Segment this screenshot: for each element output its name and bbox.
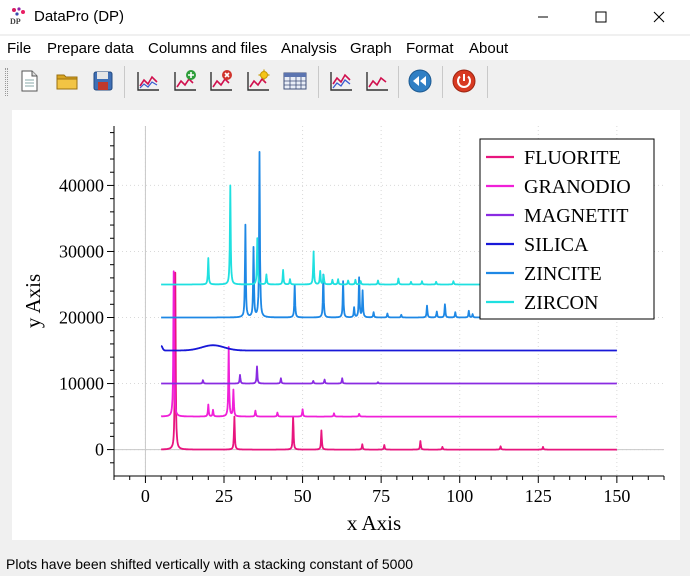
close-icon: [653, 11, 665, 23]
menu-graph[interactable]: Graph: [350, 40, 392, 57]
save-button[interactable]: [88, 66, 118, 96]
status-bar: Plots have been shifted vertically with …: [0, 552, 690, 576]
x-tick-label: 0: [141, 486, 150, 506]
x-tick-label: 100: [446, 486, 473, 506]
x-tick-label: 125: [525, 486, 552, 506]
x-tick-label: 150: [603, 486, 630, 506]
plot-settings-button[interactable]: [243, 66, 273, 96]
plot-area[interactable]: 0 25 50 75 100 125 150 0 10000 20000 30000 40000 x A…: [12, 110, 680, 540]
table-button[interactable]: [280, 66, 310, 96]
legend-label[interactable]: SILICA: [524, 234, 589, 256]
toolbar-separator: [124, 66, 125, 98]
svg-text:DP: DP: [10, 17, 21, 26]
save-disk-icon: [93, 71, 113, 91]
add-plot-icon: [174, 70, 196, 91]
legend-label[interactable]: ZIRCON: [524, 292, 598, 314]
minimize-icon: [538, 16, 548, 18]
maximize-icon: [595, 11, 607, 23]
series-line-magnetit[interactable]: [160, 365, 618, 385]
toolbar-separator: [487, 66, 488, 98]
open-folder-button[interactable]: [52, 66, 82, 96]
menu-prepare-data[interactable]: Prepare data: [47, 40, 134, 57]
menu-columns-and-files[interactable]: Columns and files: [148, 40, 268, 57]
series-line-granodio[interactable]: [160, 270, 618, 418]
y-tick-label: 0: [95, 440, 104, 460]
plot-stack-icon: [330, 72, 352, 91]
legend-label[interactable]: FLUORITE: [524, 147, 621, 169]
window-title: DataPro (DP): [34, 8, 125, 25]
x-axis-title: x Axis: [347, 511, 401, 535]
plot-overlay-icon: [366, 72, 388, 91]
menu-format[interactable]: Format: [406, 40, 454, 57]
toolbar: [0, 60, 690, 104]
plot-overlay-button[interactable]: [362, 66, 392, 96]
menu-file[interactable]: File: [7, 40, 32, 57]
close-button[interactable]: [636, 0, 682, 34]
toolbar-separator: [398, 66, 399, 98]
legend-label[interactable]: GRANODIO: [524, 176, 631, 198]
toolbar-separator: [442, 66, 443, 98]
y-tick-label: 10000: [59, 374, 104, 394]
menu-about[interactable]: About: [469, 40, 509, 57]
remove-plot-button[interactable]: [206, 66, 236, 96]
new-document-button[interactable]: [14, 66, 44, 96]
series-line-fluorite[interactable]: [160, 271, 618, 451]
table-icon: [283, 72, 307, 90]
minimize-button[interactable]: [520, 0, 566, 34]
toolbar-grip[interactable]: [5, 68, 8, 96]
power-icon: [452, 69, 476, 93]
y-axis-title: y Axis: [21, 274, 45, 328]
menu-analysis[interactable]: Analysis: [281, 40, 337, 57]
y-tick-label: 20000: [59, 308, 104, 328]
open-folder-icon: [56, 74, 78, 90]
plot-stack-button[interactable]: [326, 66, 356, 96]
x-tick-label: 75: [372, 486, 390, 506]
x-tick-label: 50: [294, 486, 312, 506]
rewind-icon: [408, 69, 432, 93]
legend-label[interactable]: MAGNETIT: [524, 205, 628, 227]
plot-icon: [137, 72, 159, 91]
y-tick-label: 30000: [59, 241, 104, 261]
rewind-button[interactable]: [405, 66, 435, 96]
toolbar-separator: [318, 66, 319, 98]
menu-bar: File Prepare data Columns and files Anal…: [0, 36, 690, 60]
plot-button[interactable]: [133, 66, 163, 96]
status-message: Plots have been shifted vertically with …: [6, 556, 414, 572]
diffraction-chart[interactable]: 0 25 50 75 100 125 150 0 10000 20000 30000 40000 x A…: [12, 110, 680, 540]
series-line-silica[interactable]: [160, 344, 618, 352]
y-tick-label: 40000: [59, 175, 104, 195]
remove-plot-icon: [210, 70, 232, 91]
add-plot-button[interactable]: [170, 66, 200, 96]
title-bar: DP DataPro (DP): [0, 0, 690, 34]
legend-box: [479, 138, 655, 320]
x-tick-label: 25: [215, 486, 233, 506]
maximize-button[interactable]: [578, 0, 624, 34]
legend-label[interactable]: ZINCITE: [524, 263, 602, 285]
exit-button[interactable]: [449, 66, 479, 96]
plot-settings-icon: [247, 69, 270, 91]
app-logo-icon: DP: [10, 7, 25, 26]
new-document-icon: [21, 70, 38, 92]
